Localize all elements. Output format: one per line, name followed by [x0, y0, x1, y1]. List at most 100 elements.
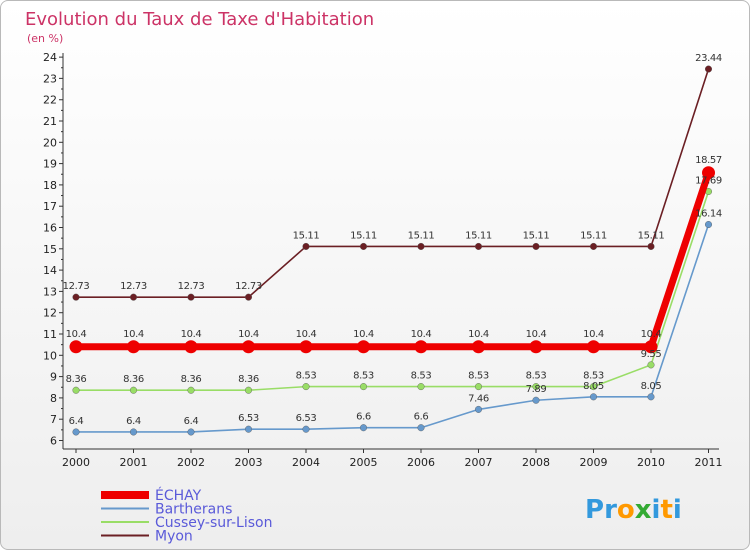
data-label: 18.57 [695, 155, 722, 166]
legend-label: Myon [155, 529, 193, 545]
data-point [302, 242, 310, 250]
y-tick-label: 9 [50, 371, 57, 384]
series-line [76, 68, 710, 298]
data-point [69, 340, 83, 354]
data-label: 6.53 [238, 413, 259, 424]
data-label: 8.36 [181, 374, 202, 385]
data-labels: 12.73 12.73 12.73 12.73 15.11 15.11 15.11 15.11… [63, 53, 723, 427]
data-point [129, 428, 137, 436]
data-point [587, 340, 600, 354]
x-tick-label: 2006 [407, 456, 435, 469]
chart-title: Evolution du Taux de Taxe d'Habitation [25, 9, 374, 30]
data-point [242, 340, 255, 354]
data-point [187, 386, 195, 394]
legend-label: ÉCHAY [155, 487, 202, 504]
x-tick-label: 2008 [522, 456, 550, 469]
data-point [302, 425, 310, 433]
y-tick-label: 15 [43, 243, 57, 256]
chart-unit-label: (en %) [27, 32, 63, 45]
data-point [647, 242, 655, 250]
data-label: 10.4 [583, 329, 604, 340]
data-label: 15.11 [523, 230, 550, 241]
y-tick-label: 12 [43, 307, 57, 320]
data-point [475, 405, 483, 413]
x-tick-label: 2010 [637, 456, 665, 469]
data-label: 8.53 [353, 371, 374, 382]
data-point [244, 293, 252, 301]
data-label: 10.4 [181, 329, 202, 340]
data-label: 8.05 [583, 381, 604, 392]
data-label: 8.53 [411, 371, 432, 382]
data-label: 17.69 [695, 176, 722, 187]
data-label: 9.55 [641, 349, 662, 360]
y-tick-label: 6 [50, 435, 57, 448]
data-point [129, 293, 137, 301]
y-tick-label: 21 [43, 115, 57, 128]
y-tick-label: 13 [43, 285, 57, 298]
legend-label: Bartherans [155, 502, 232, 518]
y-tick-label: 19 [43, 158, 57, 171]
x-tick-label: 2002 [177, 456, 205, 469]
series-line [76, 171, 712, 351]
data-label: 10.4 [641, 329, 662, 340]
data-point [360, 383, 368, 391]
data-point [590, 393, 598, 401]
data-point [705, 65, 713, 73]
data-point [475, 242, 483, 250]
data-label: 6.53 [296, 413, 317, 424]
data-point [244, 425, 252, 433]
y-tick-label: 7 [50, 413, 57, 426]
data-label: 12.73 [235, 281, 262, 292]
brand-text: Proxiti [585, 495, 682, 525]
brand-letter: o [617, 495, 635, 525]
x-tick-label: 2000 [62, 456, 90, 469]
data-label: 15.11 [465, 230, 492, 241]
data-label: 10.4 [411, 329, 432, 340]
data-label: 12.73 [63, 281, 90, 292]
data-point [529, 340, 543, 354]
x-tick-label: 2009 [580, 456, 608, 469]
x-tick-label: 2004 [292, 456, 320, 469]
data-label: 8.53 [526, 371, 547, 382]
data-point [127, 340, 140, 354]
series-layer [69, 65, 715, 436]
data-label: 10.4 [353, 329, 374, 340]
y-tick-label: 10 [43, 349, 57, 362]
data-label: 15.11 [293, 230, 320, 241]
data-point [302, 383, 310, 391]
y-tick-label: 16 [43, 222, 57, 235]
x-tick-label: 2001 [120, 456, 148, 469]
series-line [76, 191, 710, 392]
data-label: 15.11 [580, 230, 607, 241]
x-tick-label: 2007 [465, 456, 493, 469]
data-label: 7.89 [526, 384, 547, 395]
data-label: 10.4 [468, 329, 489, 340]
y-tick-label: 11 [43, 328, 57, 341]
axes: 6 7 8 9 10 11 12 13 14 15 16 17 18 19 20 21 22 23 24 2000 20… [43, 51, 723, 469]
y-tick-label: 17 [43, 200, 57, 213]
data-label: 10.4 [238, 329, 259, 340]
data-label: 6.4 [184, 416, 199, 427]
data-point [184, 340, 198, 354]
data-label: 8.36 [238, 374, 259, 385]
data-point [72, 386, 80, 394]
proxiti-logo: Proxiti [585, 495, 682, 525]
data-label: 8.53 [468, 371, 489, 382]
y-tick-label: 18 [43, 179, 57, 192]
data-label: 15.11 [638, 230, 665, 241]
data-label: 8.53 [583, 371, 604, 382]
data-label: 6.4 [69, 416, 84, 427]
data-label: 6.4 [126, 416, 141, 427]
data-point [705, 221, 713, 229]
data-point [590, 383, 598, 391]
data-label: 16.14 [695, 209, 722, 220]
brand-letter: x [635, 495, 652, 525]
data-point [532, 242, 540, 250]
data-point [299, 340, 313, 354]
data-point [644, 340, 658, 354]
data-label: 7.46 [468, 393, 489, 404]
data-label: 15.11 [350, 230, 377, 241]
